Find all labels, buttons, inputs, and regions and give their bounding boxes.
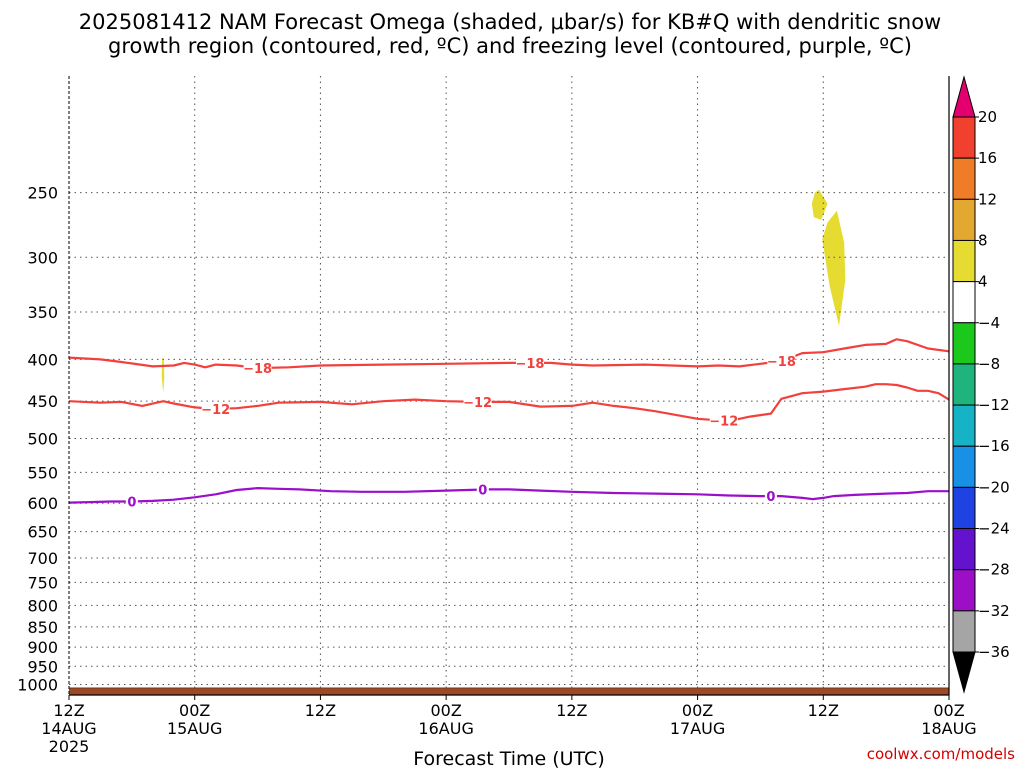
x-tick-label-0-1: 14AUG	[41, 719, 96, 738]
colorbar-swatch-0	[952, 116, 976, 159]
contour-label-bg-1-2	[709, 413, 738, 428]
y-tick-label-650: 650	[27, 523, 58, 542]
colorbar-label-0: 20	[978, 108, 997, 126]
contour-label-bg-0-1	[515, 355, 544, 370]
colorbar-label-8: −16	[978, 437, 1010, 455]
colorbar-label-5: −4	[978, 314, 1000, 332]
x-tick-label-84-1: 18AUG	[921, 719, 976, 738]
colorbar-label-10: −24	[978, 520, 1010, 538]
y-tick-label-400: 400	[27, 350, 58, 369]
contour-label-bg-2-2	[764, 489, 777, 504]
x-tick-label-84-0: 00Z	[933, 701, 964, 720]
colorbar-label-11: −28	[978, 561, 1010, 579]
colorbar-swatch-7	[952, 404, 976, 447]
credit-text: coolwx.com/models	[867, 745, 1015, 763]
omega-shaded-area-0-1	[822, 210, 846, 326]
y-tick-label-700: 700	[27, 549, 58, 568]
y-tick-label-950: 950	[27, 657, 58, 676]
y-tick-label-1000: 1000	[17, 676, 58, 695]
colorbar-swatch-4	[952, 281, 976, 324]
contour-label-bg-1-1	[463, 394, 492, 409]
contour-label-bg-0-2	[767, 354, 796, 369]
contour-label-bg-0-0	[243, 361, 272, 376]
x-tick-label-36-1: 16AUG	[418, 719, 473, 738]
contour-lines: −18 −18 −18 −12 −12 −12 0 0 0	[68, 338, 950, 510]
colorbar-legend: 20 16 12 8 4 −4 −8 −12 −16 −20 −24 −28 −32 −36	[952, 75, 1010, 694]
y-tick-label-600: 600	[27, 494, 58, 513]
surface-fill	[69, 688, 949, 695]
contour-line-0	[68, 338, 950, 370]
x-tick-label-0-0: 12Z	[53, 701, 84, 720]
y-tick-label-350: 350	[27, 303, 58, 322]
colorbar-swatch-11	[952, 569, 976, 612]
y-tick-label-250: 250	[27, 184, 58, 203]
contour-label-2-1: 0	[478, 484, 487, 499]
y-tick-label-850: 850	[27, 618, 58, 637]
colorbar-bottom-arrow	[952, 651, 976, 694]
colorbar-swatch-10	[952, 528, 976, 571]
contour-label-bg-2-1	[476, 482, 489, 497]
x-tick-label-24-0: 12Z	[305, 701, 336, 720]
colorbar-swatch-12	[952, 610, 976, 653]
y-tick-label-300: 300	[27, 248, 58, 267]
chart-title-line1: 2025081412 NAM Forecast Omega (shaded, μ…	[79, 10, 941, 34]
colorbar-swatch-6	[952, 363, 976, 406]
colorbar-label-7: −12	[978, 396, 1010, 414]
y-tick-label-500: 500	[27, 430, 58, 449]
colorbar-swatch-1	[952, 157, 976, 200]
x-axis-label: Forecast Time (UTC)	[413, 748, 604, 768]
omega-shaded-area-0-2	[161, 357, 165, 394]
contour-label-2-0: 0	[127, 495, 136, 510]
contour-label-0-0: −18	[243, 362, 272, 377]
x-tick-label-36-0: 00Z	[430, 701, 461, 720]
colorbar-swatch-8	[952, 445, 976, 488]
x-tick-label-60-0: 00Z	[682, 701, 713, 720]
colorbar-swatch-5	[952, 322, 976, 365]
x-tick-label-72-0: 12Z	[808, 701, 839, 720]
contour-line-2	[68, 487, 949, 504]
x-tick-label-60-1: 17AUG	[670, 719, 725, 738]
contour-label-1-1: −12	[463, 396, 492, 411]
x-tick-label-48-0: 12Z	[556, 701, 587, 720]
y-tick-label-800: 800	[27, 596, 58, 615]
chart-title-line2: growth region (contoured, red, ºC) and f…	[108, 34, 912, 58]
y-tick-label-450: 450	[27, 392, 58, 411]
colorbar-top-arrow	[952, 75, 976, 118]
y-tick-label-750: 750	[27, 573, 58, 592]
colorbar-swatch-9	[952, 486, 976, 530]
colorbar-label-4: 4	[978, 273, 988, 291]
colorbar-swatch-3	[952, 239, 976, 283]
axes	[68, 76, 950, 696]
x-tick-label-12-0: 00Z	[179, 701, 210, 720]
y-tick-label-550: 550	[27, 463, 58, 482]
contour-label-bg-2-0	[125, 494, 138, 509]
colorbar-label-2: 12	[978, 190, 997, 208]
contour-label-0-1: −18	[515, 357, 544, 372]
colorbar-swatch-2	[952, 198, 976, 241]
colorbar-label-3: 8	[978, 231, 988, 249]
y-tick-label-900: 900	[27, 638, 58, 657]
colorbar-label-12: −32	[978, 602, 1010, 620]
contour-label-0-2: −18	[767, 355, 796, 370]
contour-label-1-2: −12	[709, 415, 738, 430]
y-axis-tick-labels: 2503003504004505005506006507007508008509…	[17, 184, 58, 695]
colorbar-label-13: −36	[978, 643, 1010, 661]
omega-shaded-area-0-0	[811, 189, 828, 220]
surface-terrain	[69, 687, 949, 695]
x-tick-label-0-2: 2025	[49, 737, 90, 756]
x-tick-label-12-1: 15AUG	[167, 719, 222, 738]
grid-lines	[69, 76, 949, 695]
colorbar-label-1: 16	[978, 149, 997, 167]
contour-label-2-2: 0	[766, 490, 775, 505]
contour-label-bg-1-0	[201, 401, 230, 416]
colorbar-label-6: −8	[978, 355, 1000, 373]
colorbar-label-9: −20	[978, 478, 1010, 496]
contour-label-1-0: −12	[201, 403, 230, 418]
